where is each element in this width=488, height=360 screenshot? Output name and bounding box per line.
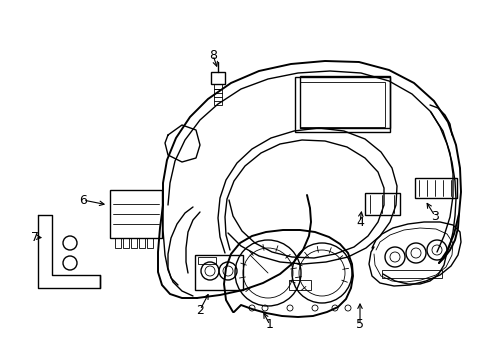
Text: 6: 6: [79, 194, 87, 207]
Bar: [414, 178, 456, 198]
Text: 7: 7: [31, 230, 39, 243]
Text: 1: 1: [265, 319, 273, 332]
Bar: [299, 76, 389, 128]
Bar: [131, 238, 137, 248]
Text: 8: 8: [208, 49, 217, 62]
Bar: [364, 193, 399, 215]
Bar: [294, 77, 389, 132]
Bar: [195, 255, 243, 290]
Bar: [214, 84, 222, 89]
Text: 4: 4: [355, 216, 363, 229]
Bar: [288, 280, 310, 290]
Bar: [210, 72, 224, 84]
Bar: [139, 238, 145, 248]
Text: 3: 3: [430, 210, 438, 222]
Bar: [147, 238, 153, 248]
Bar: [110, 190, 162, 238]
Bar: [198, 257, 216, 264]
Text: 2: 2: [196, 303, 203, 316]
Bar: [299, 82, 384, 127]
Bar: [381, 270, 441, 278]
Bar: [123, 238, 129, 248]
Text: 5: 5: [355, 319, 363, 332]
Bar: [115, 238, 121, 248]
Bar: [214, 89, 222, 105]
